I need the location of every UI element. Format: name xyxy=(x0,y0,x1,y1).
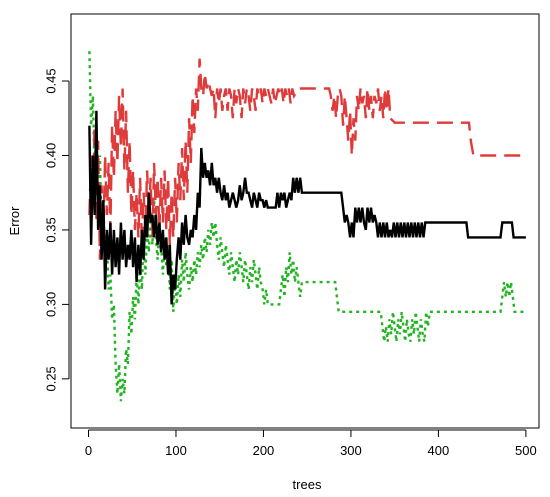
y-axis: 0.25 0.30 0.35 0.40 0.45 xyxy=(43,68,70,392)
x-axis: 0 100 200 300 400 500 xyxy=(85,429,537,458)
x-tick-label: 500 xyxy=(515,443,537,458)
x-tick-label: 0 xyxy=(85,443,92,458)
y-tick-label: 0.35 xyxy=(43,217,58,242)
series-line-1 xyxy=(88,58,526,260)
x-tick-label: 300 xyxy=(340,443,362,458)
plot-frame xyxy=(70,13,540,429)
x-tick-label: 200 xyxy=(253,443,275,458)
series-layer xyxy=(88,51,526,402)
series-line-0 xyxy=(88,110,526,305)
y-tick-label: 0.45 xyxy=(43,68,58,93)
y-axis-title: Error xyxy=(7,206,22,236)
y-tick-label: 0.25 xyxy=(43,366,58,391)
x-tick-label: 100 xyxy=(165,443,187,458)
x-tick-label: 400 xyxy=(428,443,450,458)
y-tick-label: 0.30 xyxy=(43,292,58,317)
x-axis-title: trees xyxy=(293,477,322,492)
y-tick-label: 0.40 xyxy=(43,143,58,168)
